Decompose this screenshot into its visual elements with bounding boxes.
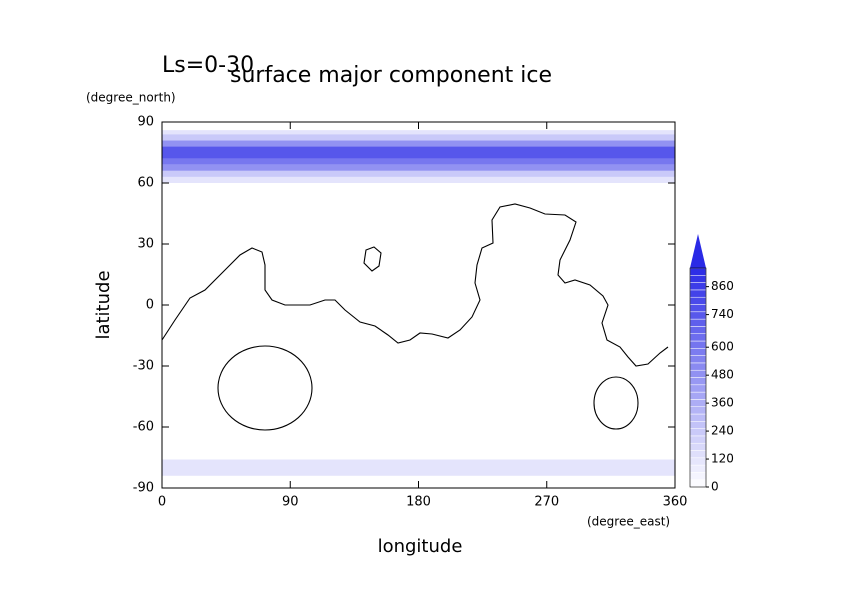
- x-tick-label: 360: [663, 495, 688, 510]
- colorbar-swatch: [689, 326, 707, 334]
- colorbar-swatch: [689, 267, 707, 276]
- colorbar-swatch: [689, 442, 707, 451]
- chart-title: surface major component ice: [230, 63, 552, 88]
- y-axis-label: latitude: [93, 270, 114, 339]
- colorbar-tick-label: 0: [711, 480, 719, 494]
- colorbar-swatch: [689, 355, 707, 364]
- colorbar-swatch: [689, 406, 707, 415]
- ice-band: [162, 170, 675, 177]
- colorbar-swatch: [689, 304, 707, 313]
- colorbar-swatch: [689, 472, 707, 480]
- ice-band: [162, 130, 675, 135]
- colorbar-swatch: [689, 296, 707, 305]
- colorbar-tick-label: 480: [711, 368, 734, 382]
- colorbar-tick-label: 240: [711, 424, 734, 438]
- colorbar-swatch: [689, 377, 707, 386]
- colorbar-swatch: [689, 464, 707, 473]
- x-axis-label: longitude: [378, 536, 463, 557]
- x-tick-label: 180: [406, 495, 431, 510]
- ice-band: [162, 176, 675, 183]
- colorbar-swatch: [689, 450, 707, 459]
- colorbar-swatch: [689, 457, 707, 466]
- coastline: [217, 345, 313, 431]
- coastline: [161, 203, 669, 367]
- coastlines: [161, 203, 669, 431]
- colorbar-arrow: [690, 234, 706, 268]
- colorbar-frame: [689, 267, 707, 488]
- colorbar-tick-label: 600: [711, 340, 734, 354]
- colorbar-swatch: [689, 384, 707, 393]
- chart-subtitle: Ls=0-30: [162, 53, 254, 78]
- y-tick-label: 0: [146, 298, 154, 313]
- x-tick-label: 90: [282, 495, 299, 510]
- colorbar-tick-label: 120: [711, 452, 734, 466]
- coastline: [363, 246, 382, 272]
- x-tick-label: 0: [158, 495, 166, 510]
- colorbar-swatch: [689, 275, 707, 283]
- colorbar-tick-label: 360: [711, 396, 734, 410]
- y-tick-label: 60: [137, 176, 154, 191]
- colorbar-swatch: [689, 289, 707, 298]
- colorbar-swatch: [689, 421, 707, 429]
- colorbar-swatch: [689, 340, 707, 349]
- colorbar-swatch: [689, 391, 707, 400]
- x-tick-label: 270: [534, 495, 559, 510]
- colorbar-swatch: [689, 369, 707, 378]
- colorbar-swatch: [689, 282, 707, 291]
- colorbar-swatch: [689, 333, 707, 342]
- coastline: [593, 376, 639, 430]
- colorbar-swatch: [689, 348, 707, 356]
- colorbar-swatch: [689, 435, 707, 444]
- colorbar-swatch: [689, 413, 707, 422]
- y-tick-label: 90: [137, 115, 154, 130]
- ice-band: [162, 158, 675, 165]
- colorbar-swatch: [689, 479, 707, 488]
- ice-band: [162, 134, 675, 141]
- colorbar-swatch: [689, 311, 707, 320]
- colorbar-swatch: [689, 399, 707, 407]
- y-tick-label: -30: [133, 359, 154, 374]
- ice-band: [162, 140, 675, 147]
- ice-field: [162, 130, 675, 476]
- colorbar-swatch: [689, 428, 707, 437]
- colorbar-swatch: [689, 362, 707, 371]
- y-unit: (degree_north): [86, 91, 176, 105]
- y-tick-label: -60: [133, 420, 154, 435]
- ice-band: [162, 146, 675, 159]
- colorbar-tick-label: 860: [711, 279, 734, 293]
- ice-band: [162, 164, 675, 171]
- y-tick-label: 30: [137, 237, 154, 252]
- y-tick-label: -90: [133, 481, 154, 496]
- x-unit: (degree_east): [587, 515, 670, 529]
- colorbar-swatch: [689, 318, 707, 327]
- colorbar-tick-label: 740: [711, 307, 734, 321]
- ice-band: [162, 459, 675, 476]
